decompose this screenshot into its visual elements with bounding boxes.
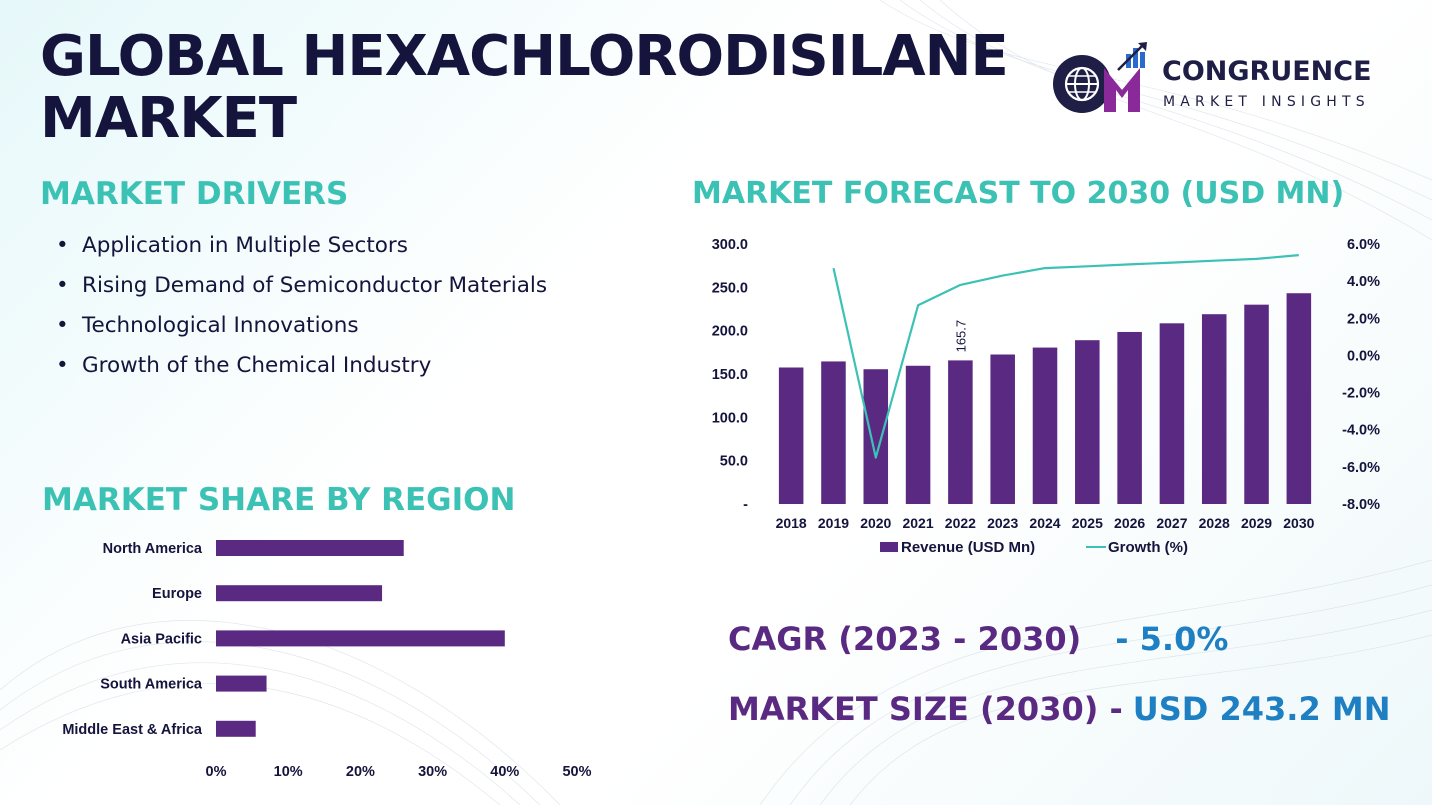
page-title: GLOBAL HEXACHLORODISILANE MARKET xyxy=(40,26,1040,150)
x-axis-tick-label: 2023 xyxy=(987,515,1018,531)
x-axis-tick-label: 2022 xyxy=(945,515,976,531)
driver-item: • Application in Multiple Sectors xyxy=(56,226,547,266)
cagr-kpi: CAGR (2023 - 2030) - 5.0% xyxy=(728,620,1228,658)
region-x-tick-label: 50% xyxy=(562,764,591,780)
legend-label-revenue: Revenue (USD Mn) xyxy=(901,539,1035,556)
logo-name: CONGRUENCE xyxy=(1162,56,1372,87)
forecast-chart: - 50.0 100.0 150.0 200.0 250.0 300.0 -8.0% -6.0%… xyxy=(712,237,1380,556)
data-label: 165.7 xyxy=(953,320,968,353)
market-drivers-heading: MARKET DRIVERS xyxy=(40,176,349,212)
driver-text: Growth of the Chemical Industry xyxy=(82,353,432,378)
left-axis-tick-label: 50.0 xyxy=(720,454,748,470)
x-axis-tick-label: 2020 xyxy=(860,515,891,531)
company-logo: CONGRUENCE MARKET INSIGHTS xyxy=(1046,42,1396,118)
revenue-bar xyxy=(778,367,804,504)
revenue-bar xyxy=(1244,304,1269,504)
left-axis-tick-label: 100.0 xyxy=(712,410,748,426)
bullet-icon: • xyxy=(56,273,69,298)
logo-subtitle: MARKET INSIGHTS xyxy=(1163,94,1370,110)
growth-line xyxy=(832,254,1299,459)
x-axis-tick-label: 2029 xyxy=(1241,515,1272,531)
region-x-tick-label: 20% xyxy=(346,764,375,780)
left-axis-tick-label: 300.0 xyxy=(712,237,748,253)
legend-swatch-revenue xyxy=(880,542,898,552)
driver-item: • Rising Demand of Semiconductor Material… xyxy=(56,266,547,306)
right-axis-tick-label: 4.0% xyxy=(1347,274,1380,290)
right-axis-tick-label: 6.0% xyxy=(1347,237,1380,253)
left-axis-tick-label: - xyxy=(743,497,748,513)
region-category-label: Europe xyxy=(152,586,202,602)
revenue-bar xyxy=(990,354,1015,504)
revenue-bar xyxy=(1159,323,1185,504)
revenue-bar xyxy=(1286,293,1312,504)
right-axis-tick-label: 2.0% xyxy=(1347,311,1380,327)
revenue-bar xyxy=(1201,314,1227,504)
driver-text: Application in Multiple Sectors xyxy=(82,233,408,258)
x-axis-tick-label: 2019 xyxy=(818,515,849,531)
left-axis-tick-label: 200.0 xyxy=(712,324,748,340)
region-bar xyxy=(216,630,505,647)
driver-item: • Technological Innovations xyxy=(56,306,547,346)
bullet-icon: • xyxy=(56,313,69,338)
region-bar xyxy=(216,540,404,556)
region-bar xyxy=(216,675,267,692)
cagr-label: CAGR (2023 - 2030) xyxy=(728,620,1082,658)
region-x-tick-label: 30% xyxy=(418,764,447,780)
driver-text: Rising Demand of Semiconductor Materials xyxy=(82,273,548,298)
region-x-tick-label: 0% xyxy=(206,764,227,780)
revenue-bar xyxy=(948,360,973,504)
cagr-value: - 5.0% xyxy=(1115,620,1229,658)
revenue-bar xyxy=(905,365,931,504)
logo-mark-icon xyxy=(1053,42,1147,113)
x-axis-tick-label: 2018 xyxy=(776,515,807,531)
revenue-bar xyxy=(863,369,889,504)
right-axis-tick-label: -4.0% xyxy=(1342,423,1380,439)
forecast-heading: MARKET FORECAST TO 2030 (USD MN) xyxy=(692,176,1345,211)
x-axis-tick-label: 2025 xyxy=(1072,515,1103,531)
x-axis-tick-label: 2024 xyxy=(1029,515,1060,531)
x-axis-tick-label: 2021 xyxy=(902,515,933,531)
region-chart: North America Europe Asia Pacific South Ame… xyxy=(62,540,592,780)
region-bar xyxy=(216,720,256,737)
driver-text: Technological Innovations xyxy=(82,313,359,338)
market-size-label: MARKET SIZE (2030) - xyxy=(728,690,1123,728)
legend-label-growth: Growth (%) xyxy=(1108,539,1188,556)
region-x-tick-label: 40% xyxy=(490,764,519,780)
revenue-bar xyxy=(1117,331,1142,504)
region-category-label: North America xyxy=(103,541,203,557)
page-title-line-1: GLOBAL HEXACHLORODISILANE xyxy=(40,24,1009,89)
bullet-icon: • xyxy=(56,353,69,378)
market-size-kpi: MARKET SIZE (2030) - USD 243.2 MN xyxy=(728,690,1390,728)
region-x-tick-label: 10% xyxy=(274,764,303,780)
left-axis-tick-label: 250.0 xyxy=(712,280,748,296)
page-title-line-2: MARKET xyxy=(40,86,297,151)
x-axis-tick-label: 2026 xyxy=(1114,515,1145,531)
region-bar xyxy=(216,585,383,602)
revenue-bar xyxy=(1075,340,1100,504)
right-axis-tick-label: -8.0% xyxy=(1342,497,1380,513)
revenue-bar xyxy=(821,361,846,504)
bullet-icon: • xyxy=(56,233,69,258)
region-category-label: South America xyxy=(100,677,203,693)
market-drivers-list: • Application in Multiple Sectors • Rising… xyxy=(56,226,547,386)
driver-item: • Growth of the Chemical Industry xyxy=(56,346,547,386)
region-heading: MARKET SHARE BY REGION xyxy=(42,482,516,518)
right-axis-tick-label: 0.0% xyxy=(1347,348,1380,364)
left-axis-tick-label: 150.0 xyxy=(712,367,748,383)
region-category-label: Asia Pacific xyxy=(121,631,202,647)
region-category-label: Middle East & Africa xyxy=(62,722,203,738)
right-axis-tick-label: -6.0% xyxy=(1342,460,1380,476)
x-axis-tick-label: 2030 xyxy=(1283,515,1314,531)
revenue-bar xyxy=(1032,347,1058,504)
x-axis-tick-label: 2028 xyxy=(1199,515,1230,531)
x-axis-tick-label: 2027 xyxy=(1156,515,1187,531)
market-size-value: USD 243.2 MN xyxy=(1132,690,1391,728)
right-axis-tick-label: -2.0% xyxy=(1342,386,1380,402)
